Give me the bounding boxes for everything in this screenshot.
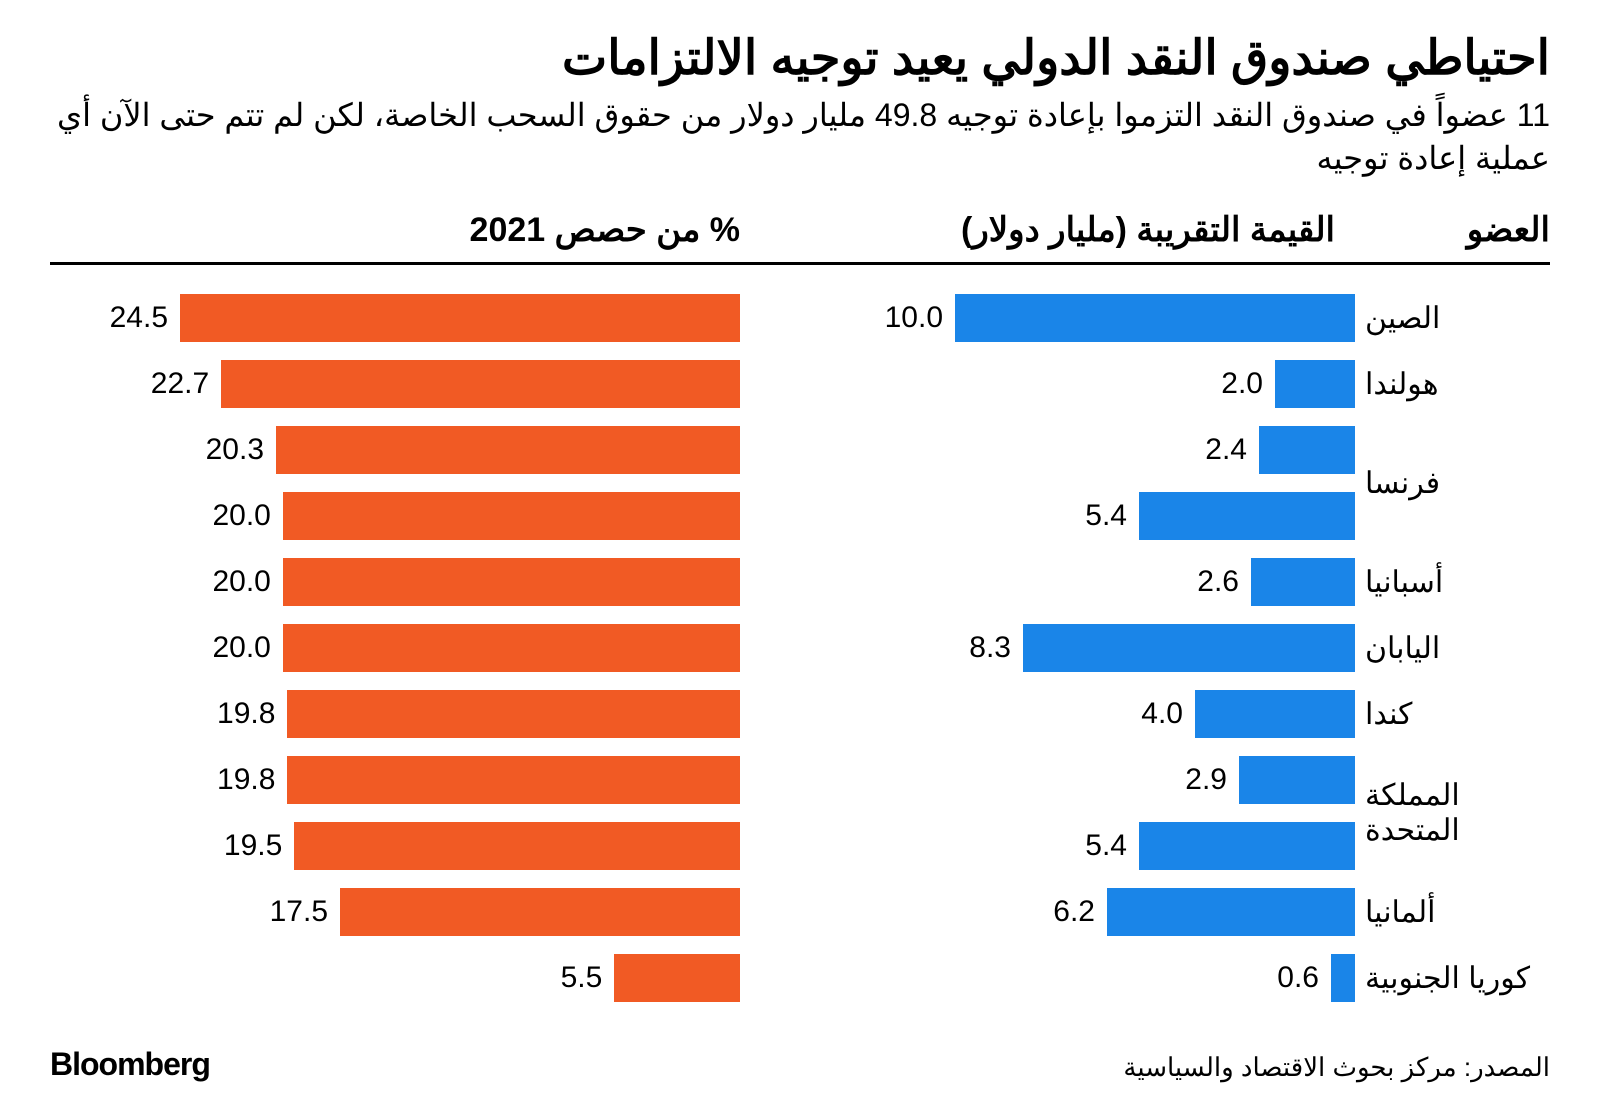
percent-bar-label: 19.8 [217,763,287,797]
value-bar [955,294,1355,342]
header-member: العضو [1355,210,1550,250]
percent-bar [614,954,740,1002]
chart-title: احتياطي صندوق النقد الدولي يعيد توجيه ال… [50,30,1550,86]
data-row: 2.9 19.8 [50,747,1550,813]
member-label: ألمانيا [1355,895,1550,930]
percent-bar-label: 17.5 [270,895,340,929]
percent-bar [287,690,740,738]
percent-bar [283,492,740,540]
value-bar-label: 0.6 [1277,961,1331,995]
value-bar [1331,954,1355,1002]
percent-bar-cell: 19.8 [50,690,800,738]
percent-bar-cell: 5.5 [50,954,800,1002]
value-bar-label: 4.0 [1141,697,1195,731]
value-bar-cell: 10.0 [800,294,1355,342]
value-bar-cell: 2.4 [800,426,1355,474]
chart-footer: المصدر: مركز بحوث الاقتصاد والسياسية Blo… [50,1046,1550,1083]
percent-bar [283,624,740,672]
percent-bar-cell: 20.0 [50,492,800,540]
data-row: هولندا 2.0 22.7 [50,351,1550,417]
value-bar [1139,822,1355,870]
value-bar-cell: 6.2 [800,888,1355,936]
chart-body: الصين 10.0 24.5 هولندا 2.0 22.7 2.4 20.3 فرنسا 5.… [50,285,1550,1011]
percent-bar [221,360,740,408]
column-headers: العضو القيمة التقريبة (مليار دولار) % من… [50,210,1550,265]
source-text: المصدر: مركز بحوث الاقتصاد والسياسية [1123,1052,1550,1083]
value-bar [1195,690,1355,738]
value-bar-cell: 5.4 [800,822,1355,870]
value-bar-label: 5.4 [1085,829,1139,863]
value-bar [1107,888,1355,936]
member-label: هولندا [1355,367,1550,402]
value-bar [1139,492,1355,540]
value-bar-label: 2.9 [1185,763,1239,797]
percent-bar-label: 5.5 [561,961,615,995]
percent-bar [180,294,740,342]
value-bar-cell: 4.0 [800,690,1355,738]
member-label: اليابان [1355,631,1550,666]
percent-bar-cell: 20.0 [50,624,800,672]
percent-bar-label: 20.0 [212,631,282,665]
value-bar-label: 2.6 [1197,565,1251,599]
value-bar-cell: 0.6 [800,954,1355,1002]
percent-bar-cell: 17.5 [50,888,800,936]
value-bar [1239,756,1355,804]
data-row: 2.4 20.3 [50,417,1550,483]
value-bar-label: 2.4 [1205,433,1259,467]
percent-bar-cell: 19.5 [50,822,800,870]
percent-bar-label: 20.0 [212,499,282,533]
value-bar [1023,624,1355,672]
member-label: الصين [1355,301,1550,336]
percent-bar [287,756,740,804]
percent-bar-label: 22.7 [151,367,221,401]
data-row: فرنسا5.420.0 [50,483,1550,549]
value-bar-label: 5.4 [1085,499,1139,533]
chart-subtitle: 11 عضواً في صندوق النقد التزموا بإعادة ت… [50,94,1550,180]
percent-bar-label: 19.8 [217,697,287,731]
percent-bar-cell: 19.8 [50,756,800,804]
data-row: المملكة المتحدة5.419.5 [50,813,1550,879]
data-row: اليابان 8.3 20.0 [50,615,1550,681]
member-label: كندا [1355,697,1550,732]
member-label: المملكة المتحدة [1355,778,1550,848]
percent-bar [283,558,740,606]
value-bar-cell: 5.4 [800,492,1355,540]
bloomberg-logo: Bloomberg [50,1046,210,1083]
member-label: أسبانيا [1355,565,1550,600]
percent-bar-label: 20.0 [212,565,282,599]
percent-bar [340,888,740,936]
data-row: الصين 10.0 24.5 [50,285,1550,351]
value-bar-cell: 2.9 [800,756,1355,804]
value-bar-cell: 8.3 [800,624,1355,672]
value-bar-label: 2.0 [1221,367,1275,401]
data-row: أسبانيا 2.6 20.0 [50,549,1550,615]
header-percent: % من حصص 2021 [50,210,800,250]
percent-bar [294,822,740,870]
value-bar [1275,360,1355,408]
value-bar-label: 6.2 [1053,895,1107,929]
percent-bar-cell: 24.5 [50,294,800,342]
value-bar [1251,558,1355,606]
data-row: كندا 4.0 19.8 [50,681,1550,747]
data-row: ألمانيا 6.2 17.5 [50,879,1550,945]
value-bar [1259,426,1355,474]
value-bar-cell: 2.0 [800,360,1355,408]
member-label: كوريا الجنوبية [1355,961,1550,996]
data-row: كوريا الجنوبية 0.6 5.5 [50,945,1550,1011]
value-bar-cell: 2.6 [800,558,1355,606]
percent-bar [276,426,740,474]
value-bar-label: 8.3 [969,631,1023,665]
header-value: القيمة التقريبة (مليار دولار) [800,210,1355,250]
value-bar-label: 10.0 [885,301,955,335]
percent-bar-label: 24.5 [110,301,180,335]
member-label: فرنسا [1355,466,1550,501]
percent-bar-cell: 20.0 [50,558,800,606]
percent-bar-label: 19.5 [224,829,294,863]
percent-bar-label: 20.3 [206,433,276,467]
percent-bar-cell: 22.7 [50,360,800,408]
percent-bar-cell: 20.3 [50,426,800,474]
